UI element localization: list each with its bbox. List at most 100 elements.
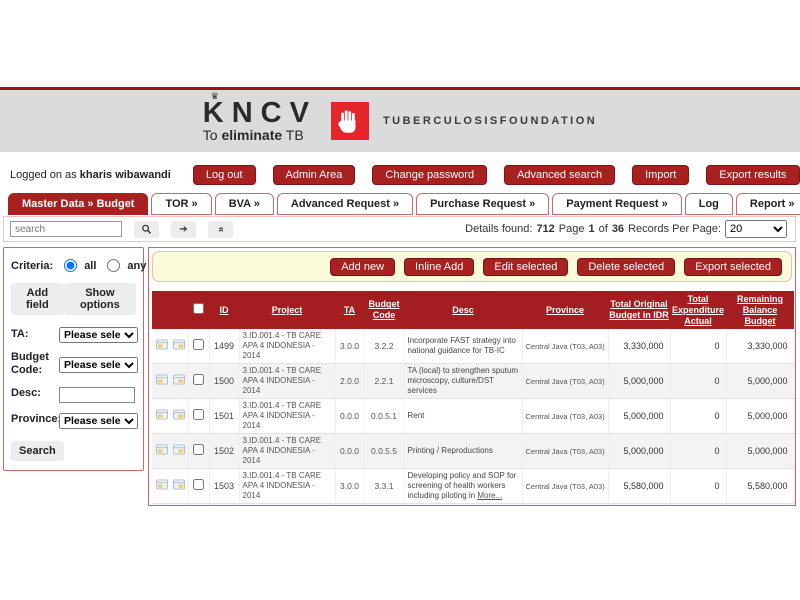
session-row: Logged on as kharis wibawandi Log out Ad…: [0, 152, 800, 190]
copy-record-icon[interactable]: [172, 374, 185, 388]
desc-more-link[interactable]: More...: [477, 491, 503, 501]
admin-area-button[interactable]: Admin Area: [272, 165, 356, 185]
edit-record-icon[interactable]: [156, 409, 168, 423]
total-expenditure-sort-link[interactable]: Total Expenditure Actual: [671, 294, 724, 326]
row-checkbox[interactable]: [193, 409, 204, 421]
sidebar-search-button[interactable]: Search: [11, 440, 64, 461]
kncv-logo: ♛ KNCV To eliminate TB: [203, 91, 317, 143]
desc-column-header: Desc: [404, 291, 522, 330]
remaining-balance-column-header: Remaining Balance Budget: [726, 291, 794, 330]
show-options-button[interactable]: Show options: [63, 283, 136, 315]
tab-log[interactable]: Log: [684, 193, 733, 215]
row-remaining-balance: 5,000,000: [726, 433, 795, 470]
tab-tor[interactable]: TOR »: [151, 193, 212, 215]
row-ta: 0.0.0: [335, 398, 365, 435]
row-province: Central Java (T03, A03): [522, 329, 609, 365]
change-password-button[interactable]: Change password: [372, 165, 488, 185]
import-button[interactable]: Import: [632, 165, 690, 185]
tab-master-data-budget[interactable]: Master Data » Budget: [8, 193, 149, 215]
row-checkbox[interactable]: [193, 339, 204, 351]
go-arrow-icon[interactable]: ➔: [171, 220, 196, 238]
export-results-button[interactable]: Export results: [706, 165, 800, 185]
export-selected-button[interactable]: Export selected: [684, 257, 782, 276]
search-icon[interactable]: [134, 220, 159, 238]
row-project: 3.ID.001.4 - TB CARE APA 4 INDONESIA - 2…: [239, 433, 336, 470]
select-all-checkbox[interactable]: [193, 303, 204, 315]
tab-bva[interactable]: BVA »: [214, 193, 274, 215]
ta-column-header: TA: [335, 291, 364, 330]
copy-record-icon[interactable]: [172, 409, 185, 423]
records-per-page-label: Records Per Page:: [628, 223, 721, 235]
collapse-icon[interactable]: »: [208, 220, 233, 238]
row-id: 1502: [209, 433, 240, 470]
icons-column-header: [152, 291, 188, 330]
row-project: 3.ID.001.4 - TB CARE APA 4 INDONESIA - 2…: [239, 468, 336, 505]
inline-add-button[interactable]: Inline Add: [404, 257, 475, 276]
budget-code-select[interactable]: Please select: [59, 356, 138, 373]
desc-sort-link[interactable]: Desc: [452, 304, 474, 315]
ta-sort-link[interactable]: TA: [343, 304, 356, 315]
criteria-any-radio[interactable]: [107, 259, 121, 272]
row-checkbox[interactable]: [193, 479, 204, 491]
add-new-button[interactable]: Add new: [330, 257, 396, 276]
edit-selected-button[interactable]: Edit selected: [483, 257, 569, 276]
table-row: 1501 3.ID.001.4 - TB CARE APA 4 INDONESI…: [152, 398, 795, 435]
copy-record-icon[interactable]: [172, 444, 185, 458]
row-checkbox[interactable]: [193, 444, 204, 456]
tab-advanced-request[interactable]: Advanced Request »: [276, 193, 414, 215]
province-column-header: Province: [522, 291, 608, 330]
tab-purchase-request[interactable]: Purchase Request »: [416, 193, 550, 215]
id-sort-link[interactable]: ID: [219, 304, 229, 315]
search-input[interactable]: [10, 221, 122, 237]
table-row: 1500 3.ID.001.4 - TB CARE APA 4 INDONESI…: [152, 363, 795, 400]
row-province: Central Java (T03, A03): [522, 398, 609, 435]
row-total-original: 5,000,000: [608, 398, 671, 435]
copy-record-icon[interactable]: [172, 479, 185, 493]
tab-report[interactable]: Report »: [735, 193, 800, 215]
add-field-button[interactable]: Add field: [11, 283, 64, 315]
remaining-balance-sort-link[interactable]: Remaining Balance Budget: [736, 294, 783, 326]
row-desc: Printing / Reproductions: [407, 446, 493, 456]
province-select[interactable]: Please select: [59, 412, 138, 429]
row-budget-code: 0.0.5.5: [364, 433, 405, 470]
edit-record-icon[interactable]: [156, 374, 168, 388]
search-toolbar: ➔ » Details found: 712 Page 1 of 36 Reco…: [3, 216, 796, 242]
delete-selected-button[interactable]: Delete selected: [577, 257, 676, 276]
row-project: 3.ID.001.4 - TB CARE APA 4 INDONESIA - 2…: [239, 329, 336, 365]
budget-table: ID Project TA Budget Code Desc Province …: [152, 291, 795, 505]
row-province: Central Java (T03, A03): [522, 503, 609, 505]
row-checkbox[interactable]: [193, 374, 204, 386]
edit-record-icon[interactable]: [156, 339, 168, 353]
row-budget-code: 3.2.2: [364, 329, 405, 365]
row-project: 3.ID.001.4 - TB CARE APA 4 INDONESIA - 2…: [239, 398, 336, 435]
copy-record-icon[interactable]: [172, 339, 185, 353]
criteria-any-label: any: [127, 259, 147, 272]
row-id: 1504: [209, 503, 240, 505]
desc-field[interactable]: [59, 386, 135, 403]
logout-button[interactable]: Log out: [192, 165, 256, 185]
hand-icon: [338, 109, 356, 133]
tab-payment-request[interactable]: Payment Request »: [552, 193, 682, 215]
row-id: 1500: [209, 363, 240, 400]
row-total-original: 3,330,000: [608, 329, 671, 365]
username: kharis wibawandi: [79, 169, 171, 181]
project-sort-link[interactable]: Project: [271, 304, 303, 315]
criteria-all-radio[interactable]: [64, 259, 78, 272]
page-current: 1: [588, 223, 595, 235]
criteria-sidebar: Criteria: all any Add field Show options…: [3, 247, 147, 471]
row-desc: Incorporate FAST strategy into national …: [407, 336, 516, 356]
header-band: ♛ KNCV To eliminate TB TUBERCULOSISFOUND…: [0, 90, 800, 152]
records-per-page-select[interactable]: 20: [725, 220, 787, 238]
advanced-search-button[interactable]: Advanced search: [504, 165, 616, 185]
row-total-expenditure: 0: [670, 363, 727, 400]
table-row: 1503 3.ID.001.4 - TB CARE APA 4 INDONESI…: [152, 468, 795, 505]
province-sort-link[interactable]: Province: [545, 304, 585, 315]
edit-record-icon[interactable]: [156, 444, 168, 458]
budget-code-sort-link[interactable]: Budget Code: [368, 299, 400, 321]
ta-select[interactable]: Please select: [59, 327, 138, 343]
filter-row-ta: TA: Please select: [11, 325, 138, 343]
row-total-original: 5,000,000: [608, 433, 671, 470]
edit-record-icon[interactable]: [156, 479, 168, 493]
total-original-sort-link[interactable]: Total Original Budget in IDR: [609, 299, 669, 321]
row-remaining-balance: 5,000,000: [726, 398, 795, 435]
